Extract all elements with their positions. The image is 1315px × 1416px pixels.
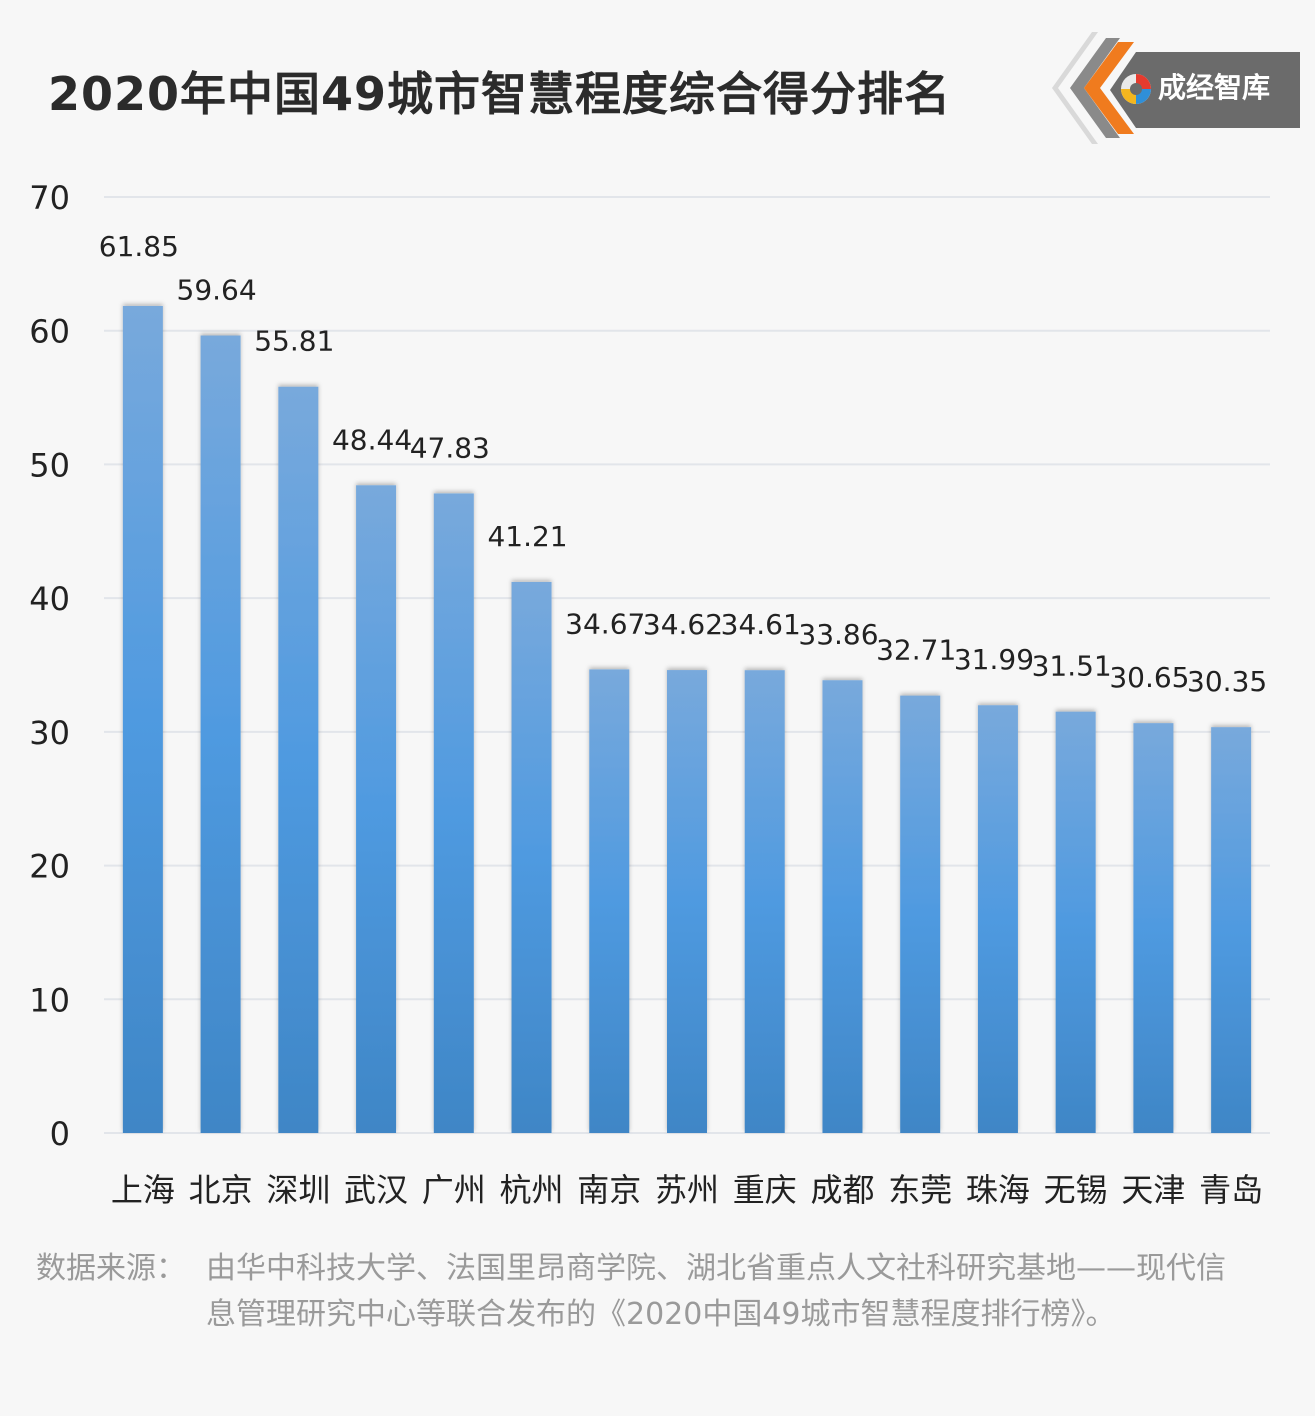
x-tick-label: 成都 <box>810 1171 874 1209</box>
source-text: 由华中科技大学、法国里昂商学院、湖北省重点人文社科研究基地——现代信息管理研究中… <box>206 1251 1226 1332</box>
data-label: 34.62 <box>643 608 723 641</box>
x-axis-tick-labels: 上海 北京 深圳 武汉 广州 杭州 南京 苏州 重庆 成都 东莞 珠海 无锡 天津 青岛 <box>111 1171 1263 1209</box>
bar-14 <box>1133 723 1174 1133</box>
bar-5 <box>433 493 474 1133</box>
data-label: 41.21 <box>487 520 567 553</box>
bar-4 <box>356 485 397 1134</box>
y-tick-label: 70 <box>29 179 70 217</box>
x-tick-label: 青岛 <box>1199 1171 1263 1209</box>
x-tick-label: 珠海 <box>966 1171 1030 1209</box>
x-tick-label: 重庆 <box>733 1171 797 1209</box>
y-tick-label: 30 <box>29 714 70 752</box>
x-tick-label: 天津 <box>1121 1171 1185 1209</box>
bar-12 <box>977 705 1018 1133</box>
source-note: 数据来源： 由华中科技大学、法国里昂商学院、湖北省重点人文社科研究基地——现代信… <box>36 1246 1256 1332</box>
bar-2 <box>200 335 241 1133</box>
x-tick-label: 苏州 <box>655 1171 719 1209</box>
x-tick-label: 南京 <box>577 1171 641 1209</box>
x-tick-label: 无锡 <box>1044 1171 1108 1209</box>
chengjing-swirl-icon <box>1121 74 1151 104</box>
data-label: 61.85 <box>99 230 179 263</box>
logo-chevron-orange <box>1084 42 1134 134</box>
data-label: 55.81 <box>254 325 334 358</box>
logo-text: 成经智库 <box>1158 71 1271 104</box>
data-label: 59.64 <box>177 274 257 307</box>
data-label: 32.71 <box>876 634 956 667</box>
logo-plate <box>1110 52 1300 128</box>
bar-1 <box>122 305 163 1133</box>
bars <box>122 305 1252 1134</box>
y-axis-tick-labels: 0 10 20 30 40 50 60 70 <box>29 179 70 1153</box>
y-tick-label: 50 <box>29 446 70 484</box>
x-tick-label: 深圳 <box>266 1171 330 1209</box>
logo-chevron-gray <box>1070 38 1120 138</box>
data-label: 34.61 <box>721 608 801 641</box>
y-tick-label: 40 <box>29 580 70 618</box>
brand-logo <box>1052 32 1300 144</box>
y-tick-label: 10 <box>29 981 70 1019</box>
y-tick-label: 20 <box>29 848 70 886</box>
data-label: 47.83 <box>410 431 490 464</box>
bar-3 <box>278 386 319 1133</box>
bar-chart: 0 10 20 30 40 50 60 70 61.85 59.64 55.81 48.4447.8… <box>29 179 1270 1209</box>
data-label: 30.35 <box>1187 665 1267 698</box>
data-label: 31.99 <box>954 643 1034 676</box>
data-label: 31.51 <box>1032 650 1112 683</box>
x-tick-label: 东莞 <box>888 1171 952 1209</box>
data-label: 30.65 <box>1109 661 1189 694</box>
bar-11 <box>900 695 941 1133</box>
source-label: 数据来源： <box>36 1251 186 1286</box>
data-label: 33.86 <box>798 618 878 651</box>
x-tick-label: 广州 <box>422 1171 486 1209</box>
bar-15 <box>1211 727 1252 1133</box>
y-tick-label: 60 <box>29 313 70 351</box>
bar-10 <box>822 680 863 1133</box>
y-tick-label: 0 <box>50 1115 70 1153</box>
chart-title: 2020年中国49城市智慧程度综合得分排名 <box>48 67 952 121</box>
bar-9 <box>744 670 785 1133</box>
bar-13 <box>1055 711 1096 1133</box>
bar-8 <box>667 670 707 1133</box>
x-tick-label: 上海 <box>111 1171 175 1209</box>
x-tick-label: 杭州 <box>500 1171 564 1209</box>
bar-7 <box>589 669 630 1133</box>
bar-6 <box>511 581 552 1133</box>
x-tick-label: 北京 <box>189 1171 253 1209</box>
data-label: 48.44 <box>332 423 412 456</box>
x-tick-label: 武汉 <box>344 1171 408 1209</box>
data-label: 34.67 <box>565 607 645 640</box>
